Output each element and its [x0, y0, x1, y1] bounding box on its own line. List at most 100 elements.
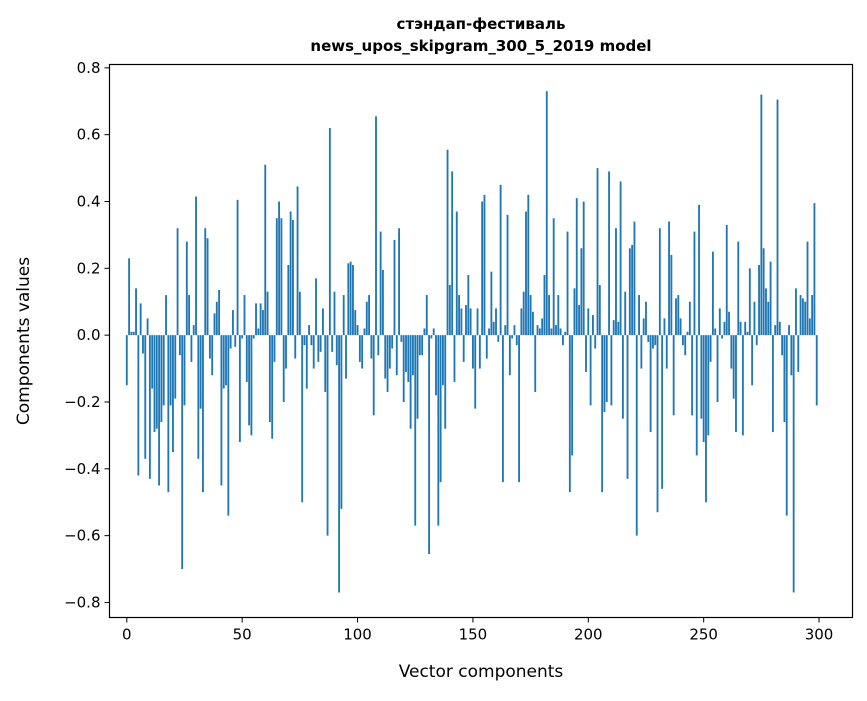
y-tick-label: −0.6 — [64, 527, 100, 545]
bar-104 — [365, 301, 368, 336]
chart-subtitle: news_upos_skipgram_300_5_2019 model — [310, 37, 651, 55]
y-tick-label: −0.2 — [64, 393, 100, 411]
bar-145 — [460, 308, 463, 336]
bar-294 — [804, 301, 807, 336]
bar-59 — [262, 310, 264, 336]
bar-28 — [190, 335, 193, 362]
bar-289 — [792, 335, 795, 593]
y-tick-label: −0.8 — [64, 593, 100, 611]
y-tick-label: 0.0 — [77, 326, 101, 344]
bar-74 — [296, 186, 299, 336]
bar-42 — [222, 335, 225, 389]
bar-214 — [619, 181, 622, 336]
bar-80 — [310, 335, 313, 346]
bar-136 — [439, 335, 442, 483]
bar-181 — [543, 275, 546, 336]
bar-152 — [476, 308, 479, 336]
bar-83 — [317, 335, 320, 362]
bar-118 — [398, 228, 401, 336]
bar-198 — [582, 201, 585, 336]
bar-45 — [229, 335, 232, 349]
bar-147 — [465, 305, 467, 336]
bar-258 — [721, 335, 724, 339]
bar-68 — [282, 335, 285, 402]
bar-210 — [610, 335, 613, 406]
bar-21 — [174, 335, 177, 399]
bar-55 — [252, 335, 255, 339]
bar-254 — [711, 251, 714, 336]
bar-213 — [617, 321, 620, 336]
bar-115 — [391, 335, 394, 349]
bar-58 — [259, 303, 262, 336]
bar-288 — [790, 335, 793, 376]
bar-60 — [264, 164, 267, 336]
bar-170 — [518, 335, 520, 483]
bar-35 — [206, 238, 209, 336]
bar-247 — [695, 335, 698, 456]
bar-20 — [172, 335, 174, 453]
bar-5 — [137, 335, 140, 476]
bar-1 — [128, 258, 131, 336]
bar-150 — [472, 335, 474, 369]
bar-13 — [155, 335, 158, 429]
bar-206 — [601, 335, 604, 493]
bar-158 — [490, 271, 493, 336]
bar-270 — [748, 268, 751, 336]
bar-32 — [199, 335, 202, 409]
bar-190 — [564, 331, 567, 336]
bar-168 — [513, 325, 516, 336]
bar-160 — [495, 308, 497, 336]
bar-252 — [707, 335, 710, 436]
bar-279 — [769, 261, 772, 336]
bar-282 — [776, 99, 779, 336]
bar-7 — [142, 335, 144, 354]
bar-43 — [225, 335, 227, 386]
bar-176 — [531, 311, 534, 336]
bar-155 — [483, 194, 486, 336]
bar-172 — [522, 291, 525, 336]
bar-211 — [612, 320, 615, 336]
bar-108 — [375, 116, 377, 336]
bar-17 — [165, 295, 167, 336]
bar-169 — [515, 335, 518, 346]
bar-37 — [211, 335, 214, 376]
bar-250 — [702, 335, 705, 443]
bar-220 — [633, 221, 636, 336]
bar-96 — [347, 263, 350, 336]
bar-234 — [665, 335, 668, 369]
bar-24 — [181, 335, 184, 570]
bar-139 — [446, 149, 449, 336]
bar-273 — [755, 335, 758, 346]
bar-71 — [289, 211, 292, 336]
bar-142 — [453, 335, 456, 382]
x-tick-label: 300 — [805, 626, 834, 644]
bar-11 — [151, 335, 154, 389]
bar-93 — [340, 335, 343, 509]
bar-105 — [368, 295, 371, 336]
bar-26 — [185, 241, 188, 336]
bar-25 — [183, 335, 186, 406]
bar-133 — [432, 328, 435, 336]
bar-135 — [437, 335, 440, 526]
bar-111 — [382, 269, 384, 336]
bar-116 — [393, 239, 396, 336]
bar-106 — [370, 335, 373, 359]
bar-239 — [677, 295, 680, 336]
bar-95 — [345, 335, 347, 379]
bar-63 — [271, 335, 274, 439]
bar-267 — [741, 335, 744, 436]
bar-112 — [384, 335, 387, 379]
bar-151 — [474, 335, 477, 409]
bar-149 — [469, 308, 472, 336]
bar-161 — [497, 335, 500, 342]
bar-159 — [492, 321, 495, 336]
bar-276 — [762, 248, 765, 336]
bar-38 — [213, 313, 216, 336]
bar-141 — [451, 171, 454, 336]
bar-285 — [783, 335, 786, 423]
bar-23 — [178, 335, 181, 356]
bar-126 — [416, 335, 419, 419]
bar-278 — [767, 301, 770, 336]
x-tick-label: 250 — [689, 626, 718, 644]
